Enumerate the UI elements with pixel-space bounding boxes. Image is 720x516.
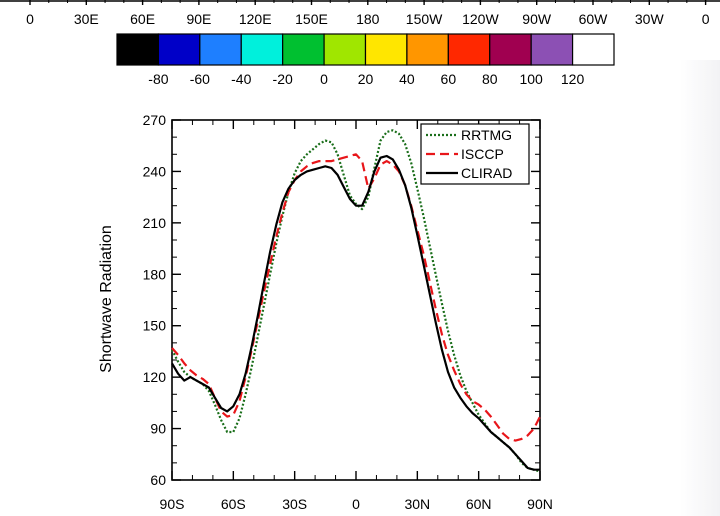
colorbar-swatch (489, 33, 532, 66)
x-tick-label: 30S (282, 496, 307, 512)
colorbar-swatch (116, 33, 160, 66)
colorbar-swatch (282, 33, 325, 66)
colorbar-swatch (406, 33, 449, 66)
x-axis-ticks: 90S 60S 30S 0 30N 60N 90N (160, 120, 553, 512)
chart-area: 90S 60S 30S 0 30N 60N 90N 60 90 120 150 180 210 240 2… (98, 112, 553, 512)
top-axis-tick-label: 60E (130, 11, 155, 27)
series-line-clirad (171, 154, 540, 471)
colorbar-label: -40 (231, 71, 251, 87)
top-axis-tick-label: 60W (579, 11, 609, 27)
colorbar-label: -20 (273, 71, 293, 87)
top-axis-tick-label: 0 (702, 11, 710, 27)
colorbar-label: 120 (561, 71, 585, 87)
series-line-isccp (171, 153, 541, 442)
colorbar-label: 0 (320, 71, 328, 87)
y-tick-label: 90 (150, 421, 166, 437)
top-axis-tick-label: 120W (462, 11, 499, 27)
top-axis-tick-label: 150W (406, 11, 443, 27)
x-tick-label: 0 (352, 496, 360, 512)
x-tick-label: 60S (221, 496, 246, 512)
y-tick-label: 240 (143, 163, 167, 179)
colorbar-label: 100 (519, 71, 543, 87)
y-tick-label: 120 (143, 369, 167, 385)
top-axis-tick-label: 90W (522, 11, 552, 27)
colorbar-swatch (364, 33, 408, 66)
colorbar-swatch (157, 33, 201, 66)
colorbar-swatch (240, 33, 284, 66)
y-axis-label: Shortwave Radiation (98, 225, 115, 373)
legend: RRTMG ISCCP CLIRAD (420, 123, 530, 185)
y-tick-label: 270 (143, 112, 167, 128)
top-axis-tick-label: 180 (356, 11, 380, 27)
x-tick-label: 30N (404, 496, 430, 512)
colorbar-swatch (571, 33, 615, 66)
colorbar-label: 80 (482, 71, 498, 87)
colorbar-label: 40 (399, 71, 415, 87)
y-tick-label: 180 (143, 266, 167, 282)
series-lines (171, 129, 541, 473)
colorbar-label: 20 (358, 71, 374, 87)
top-axis-tick-label: 150E (295, 11, 328, 27)
y-tick-label: 210 (143, 215, 167, 231)
colorbar-swatch (323, 33, 367, 66)
x-tick-label: 60N (466, 496, 492, 512)
y-tick-label: 60 (150, 472, 166, 488)
background-edge-shade (680, 60, 720, 516)
colorbar-label: -80 (148, 71, 168, 87)
x-tick-label: 90S (160, 496, 185, 512)
x-tick-label: 90N (527, 496, 553, 512)
top-axis-tick-label: 90E (186, 11, 211, 27)
colorbar-swatch (447, 33, 491, 66)
top-axis-tick-label: 30W (635, 11, 665, 27)
top-axis-tick-label: 0 (26, 11, 34, 27)
colorbar-label: 60 (441, 71, 457, 87)
top-axis-tick-label: 120E (239, 11, 272, 27)
legend-label-clirad: CLIRAD (461, 165, 512, 181)
top-axis-tick-label: 30E (74, 11, 99, 27)
top-longitude-axis: 0 30E 60E 90E 120E 150E 180 150W 120W 90W 60W 30W 0 (0, 0, 720, 27)
colorbar-swatch (530, 33, 574, 66)
y-tick-label: 150 (143, 318, 167, 334)
series-line-rrtmg (171, 129, 541, 473)
colorbar: -80 -60 -40 -20 0 20 40 60 80 100 120 (116, 33, 615, 87)
colorbar-swatch (199, 33, 242, 66)
colorbar-label: -60 (190, 71, 210, 87)
y-axis-ticks: 60 90 120 150 180 210 240 270 (143, 112, 540, 488)
legend-label-isccp: ISCCP (461, 146, 504, 162)
legend-label-rrtmg: RRTMG (461, 127, 512, 143)
